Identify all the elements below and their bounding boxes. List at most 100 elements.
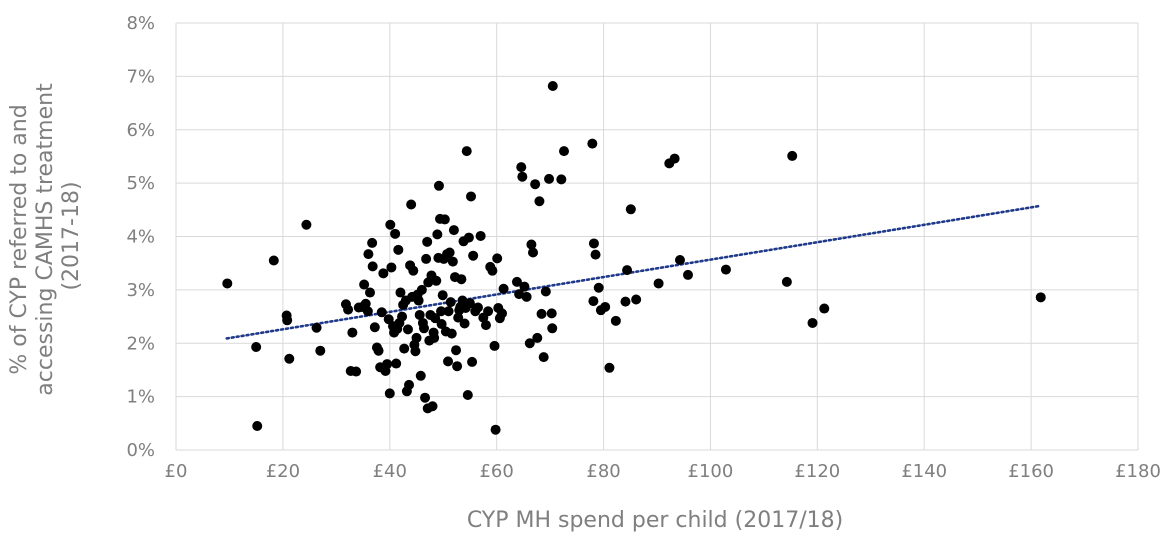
data-point xyxy=(284,353,295,364)
x-tick-label: £160 xyxy=(1008,461,1054,482)
data-point xyxy=(490,424,501,435)
data-point xyxy=(588,238,599,249)
data-point xyxy=(517,171,528,182)
y-tick-label: 7% xyxy=(126,66,155,87)
data-point xyxy=(418,323,429,334)
data-point xyxy=(472,302,483,313)
data-point xyxy=(459,318,470,329)
data-point xyxy=(451,345,462,356)
data-point xyxy=(384,388,395,399)
data-point xyxy=(406,199,417,210)
data-point xyxy=(391,358,402,369)
data-point xyxy=(431,275,442,286)
data-point xyxy=(452,361,463,372)
trendline-group xyxy=(225,204,1041,340)
data-point xyxy=(390,228,401,239)
data-point xyxy=(593,282,604,293)
data-point xyxy=(625,204,636,215)
data-point xyxy=(427,401,438,412)
data-point xyxy=(439,214,450,225)
data-point xyxy=(443,306,454,317)
y-axis-title-line-2: accessing CAMHS treatment xyxy=(33,83,58,396)
data-point xyxy=(315,345,326,356)
data-point xyxy=(437,290,448,301)
data-point xyxy=(453,312,464,323)
data-point xyxy=(399,343,410,354)
data-point xyxy=(480,320,491,331)
data-point xyxy=(536,308,547,319)
data-point xyxy=(532,332,543,343)
data-point xyxy=(395,287,406,298)
data-point xyxy=(682,269,693,280)
y-tick-label: 6% xyxy=(126,120,155,141)
data-point xyxy=(511,276,522,287)
data-point xyxy=(544,173,555,184)
x-tick-label: £140 xyxy=(901,461,947,482)
data-point xyxy=(444,247,455,258)
data-point xyxy=(367,237,378,248)
data-point xyxy=(411,332,422,343)
data-point xyxy=(669,153,680,164)
data-point xyxy=(413,295,424,306)
data-point xyxy=(416,284,427,295)
data-point xyxy=(436,319,447,330)
data-point xyxy=(653,278,664,289)
data-point xyxy=(408,265,419,276)
data-point xyxy=(421,253,432,264)
data-point xyxy=(547,323,558,334)
y-axis-title-line-1: % of CYP referred to and xyxy=(7,104,32,374)
data-points xyxy=(222,80,1046,435)
data-point xyxy=(1035,292,1046,303)
data-point xyxy=(282,315,293,326)
data-point xyxy=(631,294,642,305)
data-point xyxy=(781,276,792,287)
data-point xyxy=(386,262,397,273)
data-point xyxy=(787,150,798,161)
data-point xyxy=(311,322,322,333)
y-tick-label: 1% xyxy=(126,387,155,408)
data-point xyxy=(376,307,387,318)
data-point xyxy=(475,230,486,241)
x-tick-label: £0 xyxy=(165,461,188,482)
data-point xyxy=(489,340,500,351)
data-point xyxy=(251,341,262,352)
data-point xyxy=(521,291,532,302)
data-point xyxy=(363,249,374,260)
data-point xyxy=(534,196,545,207)
data-point xyxy=(538,352,549,363)
data-point xyxy=(422,236,433,247)
data-point xyxy=(487,265,498,276)
data-point xyxy=(819,303,830,314)
data-point xyxy=(222,278,233,289)
data-point xyxy=(467,356,478,367)
data-point xyxy=(468,250,479,261)
data-point xyxy=(369,322,380,333)
data-point xyxy=(462,390,473,401)
data-point xyxy=(445,297,456,308)
y-tick-label: 3% xyxy=(126,280,155,301)
data-point xyxy=(528,247,539,258)
data-point xyxy=(498,283,509,294)
data-point xyxy=(382,359,393,370)
data-point xyxy=(402,324,413,335)
data-point xyxy=(530,179,541,190)
data-point xyxy=(447,256,458,267)
y-tick-label: 5% xyxy=(126,173,155,194)
data-point xyxy=(483,306,494,317)
data-point xyxy=(556,174,567,185)
data-point xyxy=(547,80,558,91)
data-point xyxy=(268,255,279,266)
data-point xyxy=(385,219,396,230)
data-point xyxy=(546,308,557,319)
data-point xyxy=(420,392,431,403)
data-point xyxy=(436,306,447,317)
y-tick-label: 2% xyxy=(126,333,155,354)
data-point xyxy=(622,265,633,276)
x-tick-label: £20 xyxy=(266,461,300,482)
data-point xyxy=(519,281,530,292)
data-point xyxy=(359,279,370,290)
data-point xyxy=(674,254,685,265)
data-point xyxy=(365,287,376,298)
data-point xyxy=(429,332,440,343)
